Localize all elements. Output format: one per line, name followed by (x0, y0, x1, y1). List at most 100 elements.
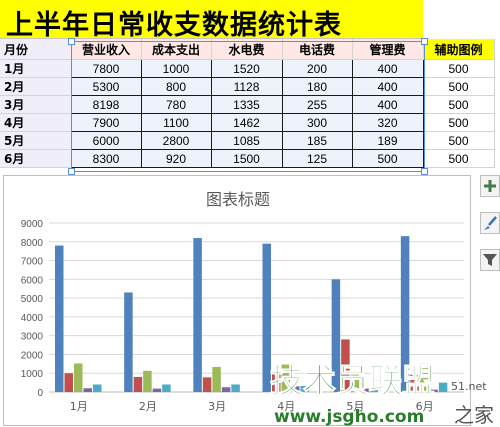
y-tick-label: 0 (37, 388, 43, 399)
cell-cost[interactable]: 2800 (141, 131, 212, 150)
y-tick-label: 8000 (21, 238, 44, 249)
y-tick-label: 1000 (21, 369, 44, 380)
cell-water[interactable]: 1128 (211, 77, 283, 96)
y-tick-label: 9000 (21, 219, 44, 230)
brush-icon (484, 216, 497, 230)
bar (281, 364, 290, 392)
x-tick-label: 6月 (416, 400, 434, 413)
bar (429, 389, 438, 392)
cell-aux[interactable]: 500 (423, 59, 495, 78)
header-mgmt[interactable]: 管理费 (352, 39, 424, 60)
filter-icon (483, 254, 497, 266)
table-row: 1月 7800 1000 1520 200 400 500 (0, 59, 495, 78)
y-tick-label: 2000 (21, 350, 44, 361)
chart-title[interactable]: 图表标题 (205, 190, 270, 209)
cell-mgmt[interactable]: 320 (352, 113, 424, 132)
y-tick-label: 5000 (21, 294, 44, 305)
bar (300, 385, 309, 392)
cell-month[interactable]: 2月 (0, 77, 72, 96)
cell-month[interactable]: 5月 (0, 131, 72, 150)
cell-month[interactable]: 6月 (0, 149, 72, 168)
cell-income[interactable]: 5300 (71, 77, 142, 96)
cell-aux[interactable]: 500 (423, 95, 495, 114)
cell-cost[interactable]: 800 (141, 77, 212, 96)
cell-water[interactable]: 1335 (211, 95, 283, 114)
chart-filters-button[interactable] (480, 249, 500, 271)
cell-income[interactable]: 8198 (71, 95, 142, 114)
bar (162, 384, 171, 392)
table-row: 4月 7900 1100 1462 300 320 500 (0, 113, 495, 132)
cell-month[interactable]: 4月 (0, 113, 72, 132)
header-month[interactable]: 月份 (0, 39, 72, 60)
cell-cost[interactable]: 1100 (141, 113, 212, 132)
x-tick-label: 1月 (70, 400, 88, 413)
cell-month[interactable]: 3月 (0, 95, 72, 114)
cell-phone[interactable]: 185 (282, 131, 353, 150)
header-water[interactable]: 水电费 (211, 39, 283, 60)
cell-water[interactable]: 1500 (211, 149, 283, 168)
cell-income[interactable]: 8300 (71, 149, 142, 168)
cell-water[interactable]: 1462 (211, 113, 283, 132)
chart-area[interactable]: 图表标题 0 1000 2000 3000 4000 5000 6000 7000 8000 90… (3, 175, 471, 426)
cell-water[interactable]: 1520 (211, 59, 283, 78)
bar (410, 374, 419, 392)
bar (212, 366, 221, 392)
header-aux[interactable]: 辅助图例 (423, 39, 495, 60)
cell-phone[interactable]: 200 (282, 59, 353, 78)
bar (124, 292, 133, 392)
x-tick-label: 3月 (208, 400, 226, 413)
watermark-tail: 之家 (454, 403, 494, 426)
bar (341, 339, 350, 392)
header-income[interactable]: 营业收入 (71, 39, 142, 60)
cell-aux[interactable]: 500 (423, 113, 495, 132)
cell-phone[interactable]: 255 (282, 95, 353, 114)
cell-aux[interactable]: 500 (423, 131, 495, 150)
bar (369, 388, 379, 392)
table-row: 3月 8198 780 1335 255 400 500 (0, 95, 495, 114)
bar (64, 373, 73, 392)
bar (202, 377, 212, 392)
cell-income[interactable]: 7900 (71, 113, 142, 132)
x-tick-label: 4月 (277, 400, 295, 413)
bar (133, 376, 143, 392)
cell-income[interactable]: 6000 (71, 131, 142, 150)
cell-income[interactable]: 7800 (71, 59, 142, 78)
plus-icon (484, 180, 496, 192)
cell-phone[interactable]: 125 (282, 149, 353, 168)
bar (231, 384, 240, 392)
range-handle[interactable] (421, 168, 428, 175)
cell-aux[interactable]: 500 (423, 149, 495, 168)
cell-cost[interactable]: 780 (141, 95, 212, 114)
cell-phone[interactable]: 300 (282, 113, 353, 132)
y-tick-label: 3000 (21, 332, 44, 343)
chart-elements-button[interactable] (480, 175, 500, 197)
watermark-brand: 技术员联盟 (270, 361, 435, 400)
cell-cost[interactable]: 920 (141, 149, 212, 168)
cell-water[interactable]: 1085 (211, 131, 283, 150)
cell-mgmt[interactable]: 400 (352, 59, 424, 78)
cell-phone[interactable]: 180 (282, 77, 353, 96)
cell-mgmt[interactable]: 500 (352, 149, 424, 168)
bar (360, 388, 369, 392)
header-phone[interactable]: 电话费 (282, 39, 353, 60)
cell-cost[interactable]: 1000 (141, 59, 212, 78)
cell-month[interactable]: 1月 (0, 59, 72, 78)
cell-mgmt[interactable]: 189 (352, 131, 424, 150)
cell-aux[interactable]: 500 (423, 77, 495, 96)
range-handle[interactable] (68, 168, 75, 175)
bar (55, 245, 64, 392)
chart-styles-button[interactable] (480, 212, 500, 234)
table-row: 2月 5300 800 1128 180 400 500 (0, 77, 495, 96)
bar (438, 382, 448, 392)
cell-mgmt[interactable]: 400 (352, 77, 424, 96)
cell-mgmt[interactable]: 400 (352, 95, 424, 114)
watermark: 技术员联盟 51.net www.jsgho.com 之家 (270, 361, 494, 427)
header-cost[interactable]: 成本支出 (141, 39, 212, 60)
header-row: 月份 营业收入 成本支出 水电费 电话费 管理费 辅助图例 (0, 39, 495, 60)
table-row: 6月 8300 920 1500 125 500 500 (0, 149, 495, 168)
bar (262, 243, 271, 392)
x-tick-label: 2月 (139, 400, 157, 413)
chart-svg: 0 1000 2000 3000 4000 5000 6000 7000 8000 9000 1月 2… (21, 219, 464, 413)
title-banner[interactable]: 上半年日常收支数据统计表 (0, 0, 423, 41)
bar (331, 279, 341, 392)
